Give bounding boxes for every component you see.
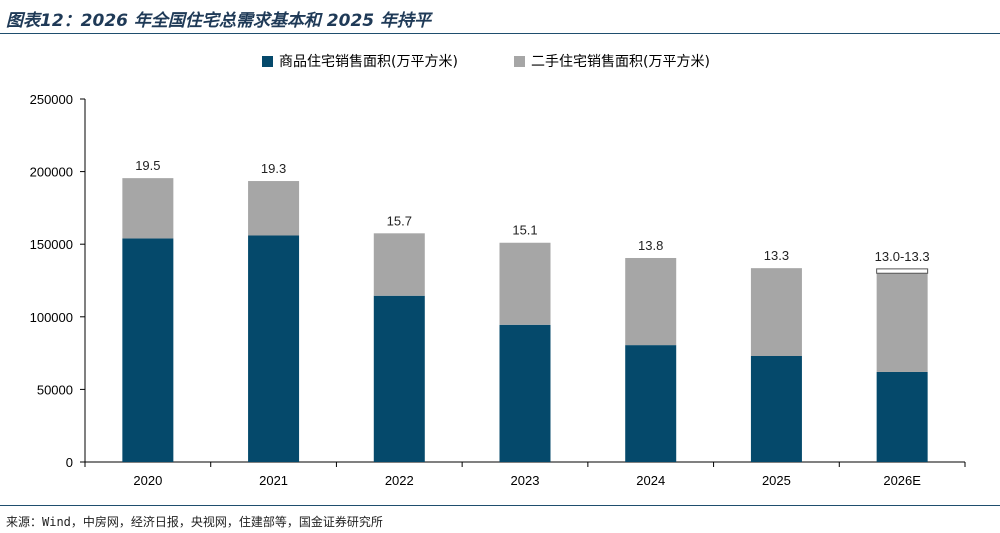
x-tick-label: 2025 xyxy=(762,473,791,488)
figure-title: 图表12：2026 年全国住宅总需求基本和 2025 年持平 xyxy=(6,11,432,31)
bar-segment-resale-homes-2026E xyxy=(876,273,928,372)
bar-segment-new-homes-2020 xyxy=(122,238,174,462)
bar-segment-new-homes-2021 xyxy=(248,235,300,462)
bar-segment-resale-homes-2023 xyxy=(499,242,551,325)
footer-divider xyxy=(0,505,1000,506)
bar-total-label: 19.3 xyxy=(261,161,286,176)
bar-segment-new-homes-2025 xyxy=(750,356,802,462)
bar-total-label: 13.8 xyxy=(638,238,663,253)
y-tick-label: 200000 xyxy=(30,165,73,180)
bar-segment-resale-homes-2020 xyxy=(122,178,174,239)
y-tick-label: 100000 xyxy=(30,310,73,325)
x-tick-label: 2026E xyxy=(883,473,921,488)
legend-swatch-new-homes xyxy=(262,56,273,67)
bar-segment-resale-homes-2022 xyxy=(373,233,425,296)
title-divider xyxy=(0,33,1000,34)
bar-segment-resale-homes-2025 xyxy=(750,268,802,357)
labels: 19.5 2020 19.3 2021 15.7 2022 15.1 2023 13.8 2024… xyxy=(133,158,929,488)
bar-total-label: 13.3 xyxy=(764,248,789,263)
x-tick-label: 2024 xyxy=(636,473,665,488)
x-tick-label: 2023 xyxy=(511,473,540,488)
legend: 商品住宅销售面积(万平方米) 二手住宅销售面积(万平方米) xyxy=(262,54,710,70)
legend-label-resale-homes: 二手住宅销售面积(万平方米) xyxy=(531,54,710,70)
bar-total-label: 13.0-13.3 xyxy=(875,249,930,264)
bar-total-label: 19.5 xyxy=(135,158,160,173)
bar-total-label: 15.7 xyxy=(387,213,412,228)
bar-segment-new-homes-2026E xyxy=(876,371,928,462)
source-note: 来源：Wind，中房网，经济日报，央视网，住建部等，国金证券研究所 xyxy=(6,515,383,529)
y-tick-label: 50000 xyxy=(37,382,73,397)
legend-label-new-homes: 商品住宅销售面积(万平方米) xyxy=(279,54,458,70)
x-tick-label: 2020 xyxy=(133,473,162,488)
legend-swatch-resale-homes xyxy=(514,56,525,67)
bar-segment-new-homes-2022 xyxy=(373,295,425,462)
x-tick-label: 2022 xyxy=(385,473,414,488)
y-tick-label: 250000 xyxy=(30,92,73,107)
y-tick-label: 0 xyxy=(66,455,73,470)
bars xyxy=(122,178,929,462)
x-tick-label: 2021 xyxy=(259,473,288,488)
bar-segment-new-homes-2024 xyxy=(625,345,677,462)
bar-segment-new-homes-2023 xyxy=(499,324,551,462)
axes: 0 50000 100000 150000 200000 250000 xyxy=(30,92,966,470)
bar-total-label: 15.1 xyxy=(512,223,537,238)
bar-segment-resale-homes-2024 xyxy=(625,257,677,346)
y-tick-label: 150000 xyxy=(30,237,73,252)
bar-segment-resale-homes-2021 xyxy=(248,181,300,236)
bar-range-extension-2026E xyxy=(876,268,929,274)
